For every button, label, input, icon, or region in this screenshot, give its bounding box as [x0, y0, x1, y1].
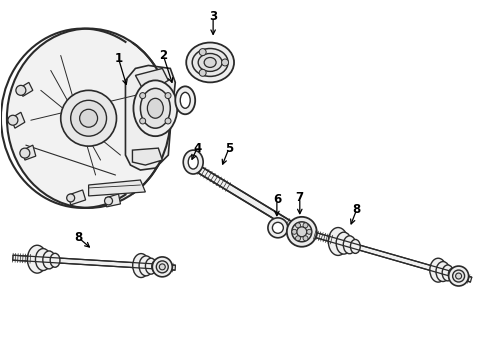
Circle shape: [140, 93, 146, 99]
Text: 7: 7: [296, 192, 304, 204]
Ellipse shape: [453, 270, 465, 282]
Ellipse shape: [449, 266, 468, 286]
Ellipse shape: [35, 249, 51, 270]
Ellipse shape: [7, 28, 171, 208]
Ellipse shape: [343, 236, 356, 254]
Circle shape: [165, 118, 171, 124]
Circle shape: [165, 93, 171, 99]
Polygon shape: [19, 82, 33, 96]
Ellipse shape: [188, 155, 198, 169]
Polygon shape: [23, 145, 36, 160]
Ellipse shape: [175, 86, 195, 114]
Text: 2: 2: [159, 49, 168, 62]
Ellipse shape: [27, 245, 47, 273]
Circle shape: [307, 229, 312, 234]
Circle shape: [303, 236, 308, 241]
Ellipse shape: [139, 256, 153, 276]
Polygon shape: [132, 148, 162, 165]
Ellipse shape: [141, 88, 171, 128]
Ellipse shape: [133, 80, 177, 136]
Polygon shape: [198, 167, 314, 241]
Ellipse shape: [186, 42, 234, 82]
Ellipse shape: [350, 239, 360, 253]
Ellipse shape: [146, 258, 157, 274]
Ellipse shape: [268, 218, 288, 238]
Circle shape: [71, 100, 106, 136]
Ellipse shape: [183, 150, 203, 174]
Ellipse shape: [272, 222, 283, 233]
Circle shape: [199, 49, 206, 55]
Ellipse shape: [336, 232, 351, 254]
Circle shape: [140, 118, 146, 124]
Ellipse shape: [159, 264, 165, 270]
Circle shape: [303, 223, 308, 228]
Ellipse shape: [50, 253, 60, 267]
Ellipse shape: [436, 262, 450, 282]
Text: 8: 8: [74, 231, 83, 244]
Text: 1: 1: [115, 52, 122, 65]
Polygon shape: [125, 66, 175, 170]
Ellipse shape: [430, 258, 446, 282]
Circle shape: [104, 197, 113, 205]
Circle shape: [16, 85, 26, 95]
Polygon shape: [89, 180, 146, 196]
Circle shape: [80, 109, 98, 127]
Polygon shape: [13, 255, 175, 270]
Ellipse shape: [442, 265, 453, 281]
Ellipse shape: [43, 251, 55, 269]
Circle shape: [8, 115, 18, 125]
Ellipse shape: [204, 58, 216, 67]
Text: 6: 6: [273, 193, 281, 206]
Ellipse shape: [292, 222, 312, 242]
Ellipse shape: [328, 228, 348, 256]
Ellipse shape: [156, 261, 168, 273]
Circle shape: [199, 69, 206, 76]
Ellipse shape: [133, 253, 149, 278]
Circle shape: [221, 59, 228, 66]
Text: 5: 5: [225, 141, 233, 155]
Text: 8: 8: [352, 203, 361, 216]
Circle shape: [20, 148, 30, 158]
Circle shape: [67, 194, 74, 202]
Text: 4: 4: [193, 141, 201, 155]
Polygon shape: [105, 194, 121, 207]
Polygon shape: [11, 112, 25, 128]
Ellipse shape: [152, 261, 160, 273]
Polygon shape: [314, 233, 472, 282]
Ellipse shape: [192, 49, 228, 76]
Ellipse shape: [198, 54, 222, 71]
Polygon shape: [69, 190, 86, 205]
Text: 3: 3: [209, 10, 217, 23]
Circle shape: [292, 229, 297, 234]
Ellipse shape: [147, 98, 163, 118]
Ellipse shape: [456, 273, 462, 279]
Ellipse shape: [287, 217, 317, 247]
Ellipse shape: [180, 92, 190, 108]
Ellipse shape: [448, 268, 457, 280]
Polygon shape: [135, 68, 168, 88]
Circle shape: [295, 236, 300, 241]
Ellipse shape: [152, 257, 172, 277]
Circle shape: [295, 223, 300, 228]
Circle shape: [61, 90, 117, 146]
Ellipse shape: [297, 227, 307, 237]
